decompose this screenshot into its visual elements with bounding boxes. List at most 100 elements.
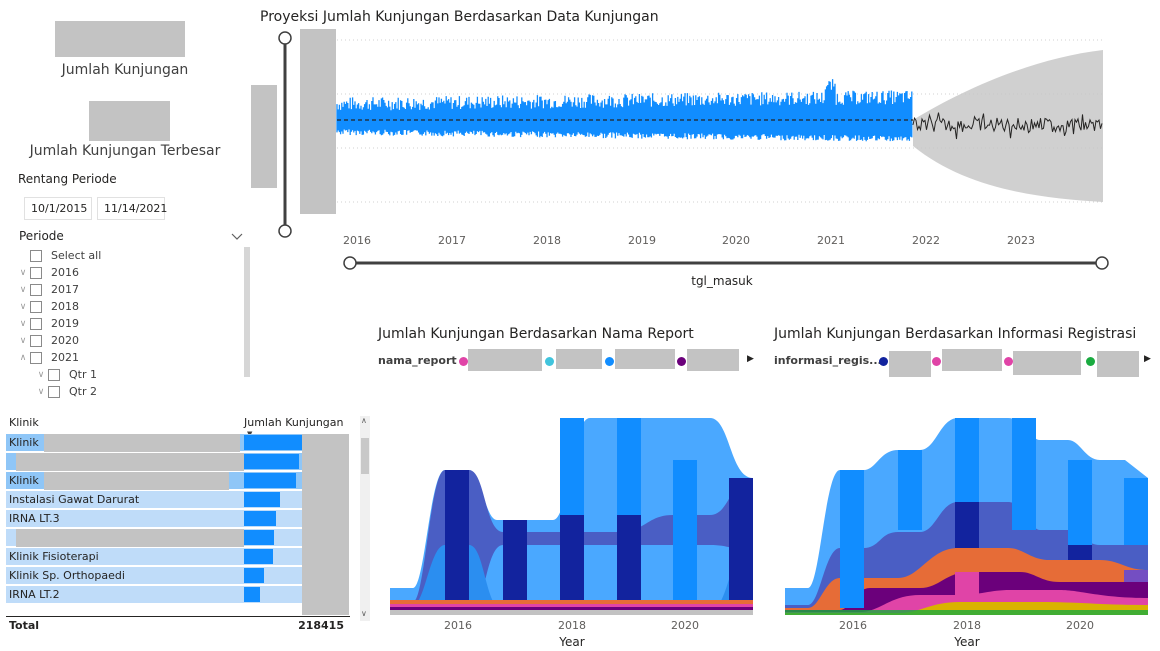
klinik-name-redacted [16, 529, 244, 547]
table-scrollbar[interactable]: ∧ ∨ [360, 416, 370, 621]
legend-field-label: nama_report [378, 354, 457, 367]
jumlah-databar [244, 492, 280, 507]
tree-quarter-item[interactable]: ∨ Qtr 1 [16, 366, 241, 383]
table-row[interactable]: Instalasi Gawat Darurat [6, 491, 302, 508]
chevron-expand-icon[interactable]: ∨ [37, 369, 45, 380]
col-header-jumlah[interactable]: Jumlah Kunjungan [244, 416, 344, 429]
tree-year-item[interactable]: ∨ 2017 [16, 281, 241, 298]
periode-tree: Select all ∨ 2016 ∨ 2017 ∨ 2018 ∨ 2019 ∨… [16, 247, 241, 400]
ribbon-x-ticks: 2016 2018 2020 [444, 619, 699, 632]
ribbon-informasi-legend: informasi_regis... ▶ [774, 349, 1154, 379]
ribbon-informasi-chart: 2016 2018 2020 Year [785, 418, 1148, 649]
legend-dot [605, 357, 614, 366]
kpi-jumlah-kunjungan-terbesar-label: Jumlah Kunjungan Terbesar [29, 143, 221, 159]
table-row[interactable]: IRNA LT.2 [6, 586, 302, 603]
x-slider-handle-right[interactable] [1095, 256, 1109, 270]
x-tick: 2018 [533, 234, 561, 247]
legend-dot [879, 357, 888, 366]
select-all-checkbox[interactable] [30, 249, 42, 262]
legend-next-icon[interactable]: ▶ [747, 354, 754, 364]
chevron-expand-icon[interactable]: ∨ [37, 386, 45, 397]
year-checkbox[interactable] [30, 317, 42, 330]
legend-dot [545, 357, 554, 366]
scroll-thumb[interactable] [361, 438, 369, 474]
y-slider-handle-bottom[interactable] [278, 224, 292, 238]
x-tick: 2020 [722, 234, 750, 247]
tree-quarter-item[interactable]: ∨ Qtr 2 [16, 383, 241, 400]
tree-year-item[interactable]: ∨ 2019 [16, 315, 241, 332]
klinik-name: Klinik [9, 436, 39, 449]
x-tick: 2019 [628, 234, 656, 247]
scroll-down-icon[interactable]: ∨ [361, 609, 367, 618]
klinik-name: Klinik Fisioterapi [9, 550, 99, 563]
x-tick: 2016 [839, 619, 867, 632]
rentang-periode-title: Rentang Periode [18, 172, 117, 186]
start-date-input[interactable]: 10/1/2015 [24, 197, 92, 220]
x-tick: 2021 [817, 234, 845, 247]
klinik-name: Instalasi Gawat Darurat [9, 493, 140, 506]
tree-year-item[interactable]: ∧ 2021 [16, 349, 241, 366]
jumlah-databar [244, 511, 276, 526]
year-checkbox[interactable] [30, 283, 42, 296]
quarter-checkbox[interactable] [48, 368, 60, 381]
y-axis-labels-redacted [300, 29, 336, 214]
table-row[interactable]: IRNA LT.3 [6, 510, 302, 527]
year-checkbox[interactable] [30, 300, 42, 313]
year-checkbox[interactable] [30, 266, 42, 279]
chevron-down-icon[interactable] [230, 228, 244, 242]
x-tick: 2018 [558, 619, 586, 632]
x-tick: 2020 [1066, 619, 1094, 632]
chevron-collapse-icon[interactable]: ∧ [19, 352, 27, 363]
end-date-input[interactable]: 11/14/2021 [97, 197, 167, 220]
tree-year-item[interactable]: ∨ 2016 [16, 264, 241, 281]
total-value: 218415 [298, 619, 344, 632]
x-axis-label: tgl_masuk [691, 274, 753, 288]
year-checkbox[interactable] [30, 334, 42, 347]
forecast-lines [336, 79, 1103, 142]
ribbon-shapes [390, 418, 753, 615]
ribbon-informasi-title: Jumlah Kunjungan Berdasarkan Informasi R… [774, 326, 1137, 342]
legend-item-redacted [1013, 351, 1081, 375]
klinik-name: Klinik Sp. Orthopaedi [9, 569, 125, 582]
kpi-max-value-redacted [89, 101, 170, 141]
jumlah-databar [244, 530, 274, 545]
legend-dot [677, 357, 686, 366]
actual-series [336, 79, 913, 142]
scroll-up-icon[interactable]: ∧ [361, 416, 367, 425]
col-header-klinik[interactable]: Klinik [9, 416, 39, 429]
quarter-checkbox[interactable] [48, 385, 60, 398]
chevron-expand-icon[interactable]: ∨ [19, 335, 27, 346]
klinik-name-redacted [44, 472, 229, 490]
x-tick: 2020 [671, 619, 699, 632]
jumlah-databar [244, 454, 299, 469]
table-row[interactable]: Klinik Sp. Orthopaedi [6, 567, 302, 584]
legend-dot [1086, 357, 1095, 366]
y-slider-handle-top[interactable] [278, 31, 292, 45]
chevron-expand-icon[interactable]: ∨ [19, 267, 27, 278]
chevron-expand-icon[interactable]: ∨ [19, 284, 27, 295]
chevron-expand-icon[interactable]: ∨ [19, 301, 27, 312]
ribbon-nama-report-chart: 2016 2018 2020 Year [390, 418, 753, 649]
forecast-x-ticks: 2016 2017 2018 2019 2020 2021 2022 2023 [343, 234, 1035, 247]
x-axis-label: Year [953, 635, 979, 649]
tree-year-item[interactable]: ∨ 2018 [16, 298, 241, 315]
klinik-table: Klinik Jumlah Kunjungan ▼ KlinikKlinikIn… [0, 412, 370, 651]
total-label: Total [9, 619, 40, 632]
jumlah-values-redacted [302, 434, 349, 615]
x-slider-handle-left[interactable] [343, 256, 357, 270]
x-tick: 2022 [912, 234, 940, 247]
jumlah-databar [244, 473, 296, 488]
ribbon-nama-report-title: Jumlah Kunjungan Berdasarkan Nama Report [378, 326, 694, 342]
legend-item-redacted [687, 349, 739, 371]
legend-field-label: informasi_regis... [774, 354, 882, 367]
table-row[interactable]: Klinik Fisioterapi [6, 548, 302, 565]
forecast-chart: 2016 2017 2018 2019 2020 2021 2022 2023 … [251, 29, 1109, 288]
tree-year-item[interactable]: ∨ 2020 [16, 332, 241, 349]
chevron-expand-icon[interactable]: ∨ [19, 318, 27, 329]
year-checkbox[interactable] [30, 351, 42, 364]
klinik-name: IRNA LT.3 [9, 512, 60, 525]
periode-scrollbar[interactable] [244, 247, 250, 377]
select-all-item[interactable]: Select all [16, 247, 241, 264]
legend-item-redacted [942, 349, 1002, 371]
legend-next-icon[interactable]: ▶ [1144, 354, 1151, 364]
